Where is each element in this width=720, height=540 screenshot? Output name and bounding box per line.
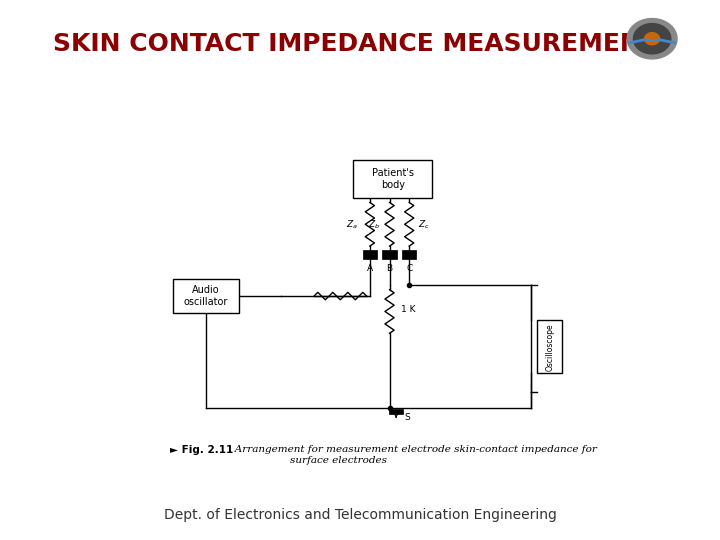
Text: C: C bbox=[406, 264, 413, 273]
Bar bbox=[389, 409, 403, 414]
Text: Audio
oscillator: Audio oscillator bbox=[184, 285, 228, 307]
Text: $Z_a$: $Z_a$ bbox=[346, 218, 358, 231]
Text: 1 K: 1 K bbox=[401, 305, 416, 314]
Text: B: B bbox=[387, 264, 392, 273]
Text: SKIN CONTACT IMPEDANCE MEASUREMENT:: SKIN CONTACT IMPEDANCE MEASUREMENT: bbox=[53, 32, 667, 56]
Text: ► Fig. 2.11: ► Fig. 2.11 bbox=[170, 446, 233, 455]
Bar bbox=[537, 320, 562, 373]
Text: Patient's
body: Patient's body bbox=[372, 168, 414, 190]
Bar bbox=[354, 160, 432, 198]
Text: Dept. of Electronics and Telecommunication Engineering: Dept. of Electronics and Telecommunicati… bbox=[163, 508, 557, 522]
Bar bbox=[173, 279, 238, 313]
Text: $Z_c$: $Z_c$ bbox=[418, 218, 431, 231]
Text: S: S bbox=[404, 413, 410, 422]
Text: $Z_b$: $Z_b$ bbox=[368, 218, 380, 231]
Bar bbox=[363, 251, 377, 259]
Bar bbox=[382, 251, 397, 259]
Bar bbox=[402, 251, 416, 259]
Polygon shape bbox=[627, 18, 677, 59]
Polygon shape bbox=[644, 32, 660, 45]
Text: A: A bbox=[366, 264, 373, 273]
Text: 47 K: 47 K bbox=[202, 282, 222, 291]
Text: Oscilloscope: Oscilloscope bbox=[545, 323, 554, 370]
Polygon shape bbox=[634, 24, 671, 54]
Text: Arrangement for measurement electrode skin-contact impedance for
               : Arrangement for measurement electrode sk… bbox=[225, 446, 598, 465]
